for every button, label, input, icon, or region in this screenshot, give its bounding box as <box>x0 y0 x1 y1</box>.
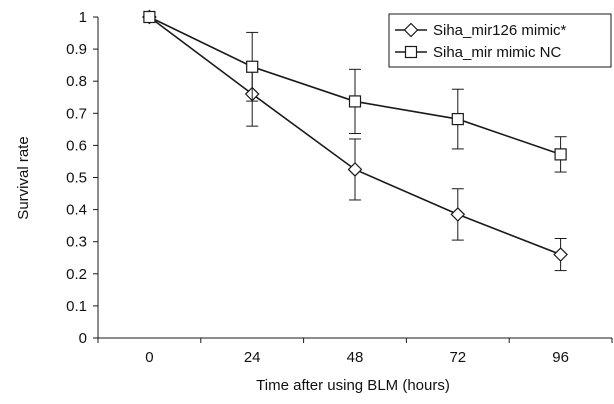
y-tick-label: 0.9 <box>66 41 87 58</box>
x-axis-title: Time after using BLM (hours) <box>256 377 450 394</box>
y-tick-label: 0.6 <box>66 137 87 154</box>
data-point <box>554 148 567 161</box>
data-point <box>348 95 362 108</box>
y-tick-label: 0.7 <box>66 105 87 122</box>
y-axis-title: Survival rate <box>15 136 32 219</box>
legend-marker <box>404 45 418 59</box>
y-tick-label: 0 <box>79 330 87 347</box>
legend-box <box>388 13 612 68</box>
data-point <box>451 112 464 126</box>
axes: 0 0.1 0.2 0.3 0.4 0.5 0.6 0.7 0.8 0.9 1 0 24 48 72 96 <box>66 9 613 366</box>
legend: Siha_mir126 mimic* Siha_mir mimic NC <box>388 13 612 68</box>
data-point <box>450 207 466 222</box>
data-point <box>246 60 259 73</box>
x-tick-label: 72 <box>449 349 466 366</box>
y-tick-label: 0.2 <box>66 266 87 283</box>
data-point <box>347 162 363 177</box>
y-tick-label: 1 <box>79 9 87 26</box>
x-tick-label: 48 <box>347 349 364 366</box>
series-2 <box>143 10 567 173</box>
y-tick-label: 0.4 <box>66 202 87 219</box>
legend-marker <box>403 22 419 38</box>
data-point <box>553 247 568 262</box>
x-tick-label: 96 <box>552 349 569 366</box>
y-tick-label: 0.5 <box>66 170 87 187</box>
legend-label: Siha_mir126 mimic* <box>433 22 567 39</box>
series-layer <box>142 9 568 272</box>
x-tick-label: 0 <box>145 349 153 366</box>
y-tick-label: 0.1 <box>66 298 87 315</box>
y-tick-label: 0.8 <box>66 73 87 90</box>
x-tick-label: 24 <box>244 349 261 366</box>
y-tick-label: 0.3 <box>66 234 87 251</box>
legend-label: Siha_mir mimic NC <box>433 44 562 61</box>
data-point <box>143 10 156 24</box>
